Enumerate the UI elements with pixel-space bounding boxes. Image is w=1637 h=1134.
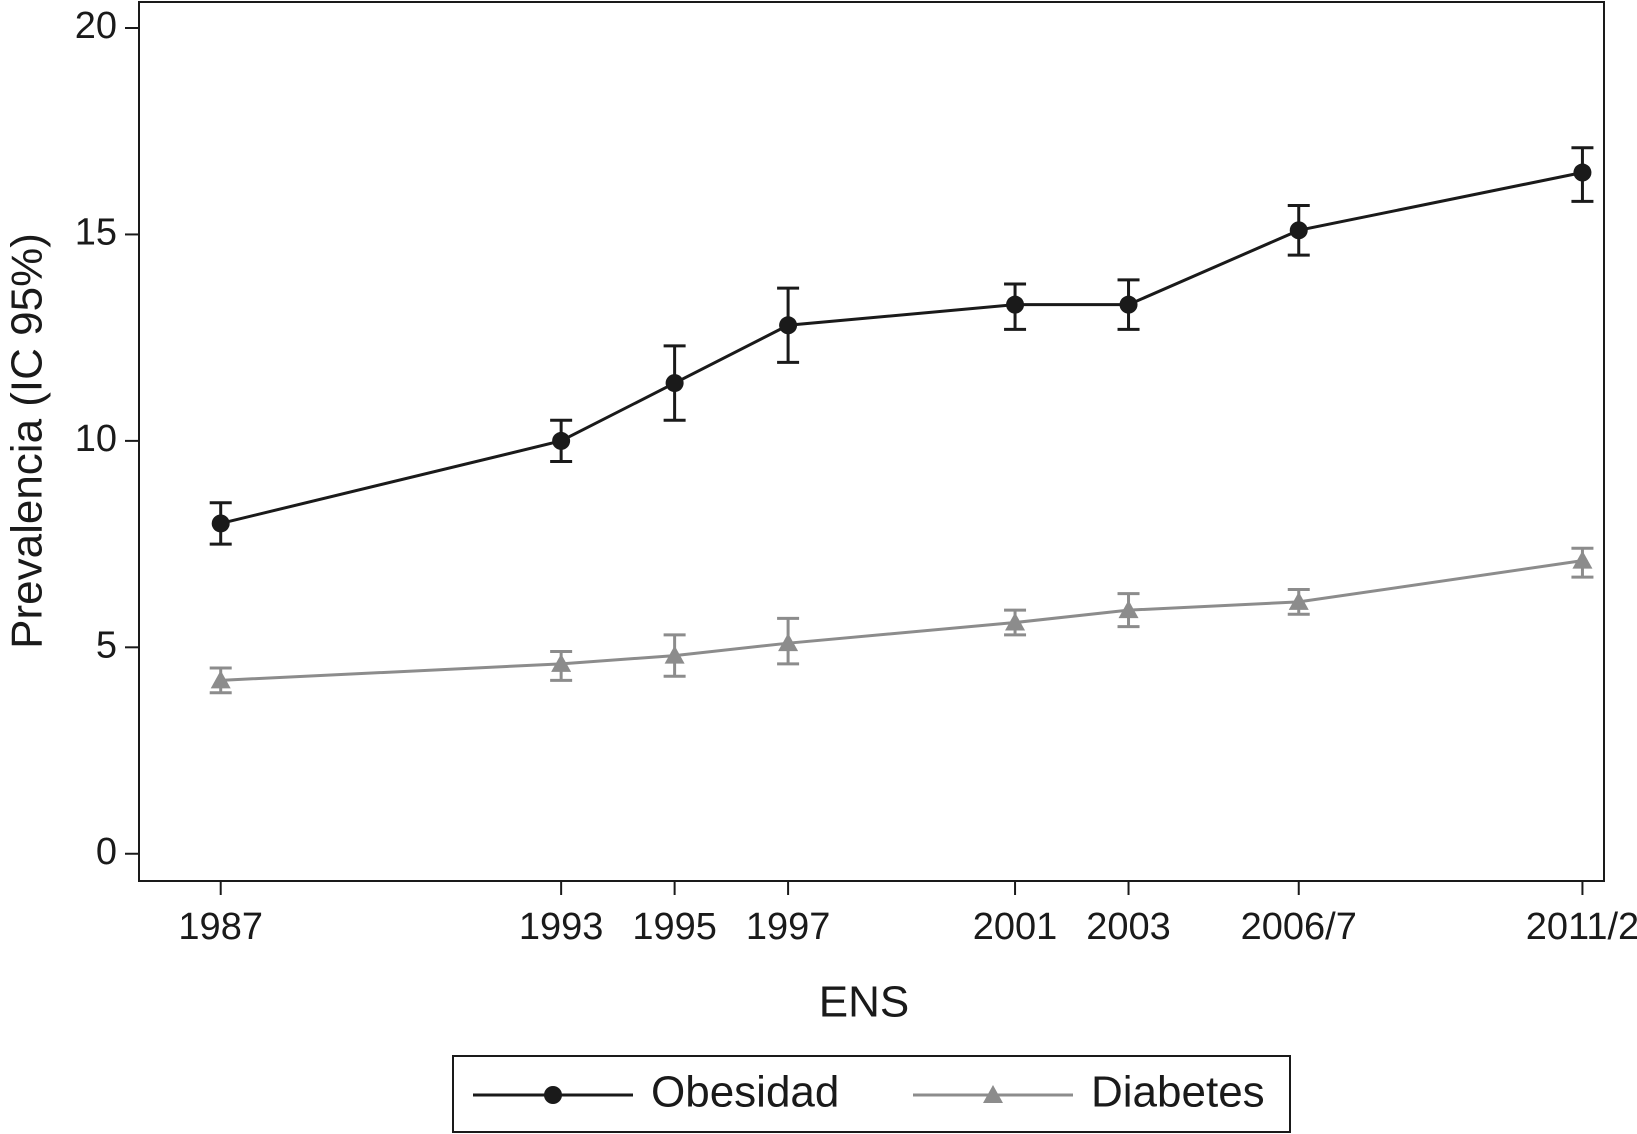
data-point bbox=[778, 633, 799, 652]
y-tick-label: 20 bbox=[75, 5, 117, 47]
x-tick-label: 2011/2 bbox=[1526, 906, 1637, 948]
data-point bbox=[552, 431, 571, 450]
legend-marker bbox=[983, 1085, 1003, 1103]
data-point bbox=[1289, 221, 1308, 240]
x-tick-label: 2006/7 bbox=[1241, 906, 1357, 948]
x-tick-label: 2001 bbox=[973, 906, 1058, 948]
data-point bbox=[211, 514, 230, 533]
y-tick-label: 0 bbox=[96, 831, 117, 873]
legend-label: Obesidad bbox=[651, 1068, 839, 1117]
data-point bbox=[779, 316, 798, 335]
data-point bbox=[664, 645, 685, 664]
data-point bbox=[1118, 600, 1139, 619]
data-point bbox=[1288, 591, 1309, 610]
series-line bbox=[220, 171, 1583, 525]
y-axis-label: Prevalencia (IC 95%) bbox=[3, 233, 52, 649]
data-point bbox=[210, 670, 231, 689]
data-point bbox=[1573, 163, 1592, 182]
data-point bbox=[1572, 550, 1593, 569]
y-tick-label: 10 bbox=[75, 418, 117, 460]
x-axis-label: ENS bbox=[819, 978, 909, 1027]
x-tick-label: 2003 bbox=[1086, 906, 1171, 948]
y-tick-label: 15 bbox=[75, 211, 117, 253]
plot-frame bbox=[138, 1, 1605, 882]
x-tick-label: 1987 bbox=[178, 906, 263, 948]
series-line bbox=[220, 559, 1583, 682]
legend-marker bbox=[544, 1086, 562, 1104]
legend-label: Diabetes bbox=[1091, 1068, 1265, 1117]
x-tick-label: 1993 bbox=[519, 906, 604, 948]
data-point bbox=[665, 374, 684, 393]
x-tick-label: 1997 bbox=[746, 906, 831, 948]
data-point bbox=[1005, 612, 1026, 631]
y-tick-label: 5 bbox=[96, 624, 117, 666]
data-point bbox=[1006, 295, 1025, 314]
data-point bbox=[1119, 295, 1138, 314]
data-point bbox=[551, 653, 572, 672]
x-tick-label: 1995 bbox=[632, 906, 717, 948]
